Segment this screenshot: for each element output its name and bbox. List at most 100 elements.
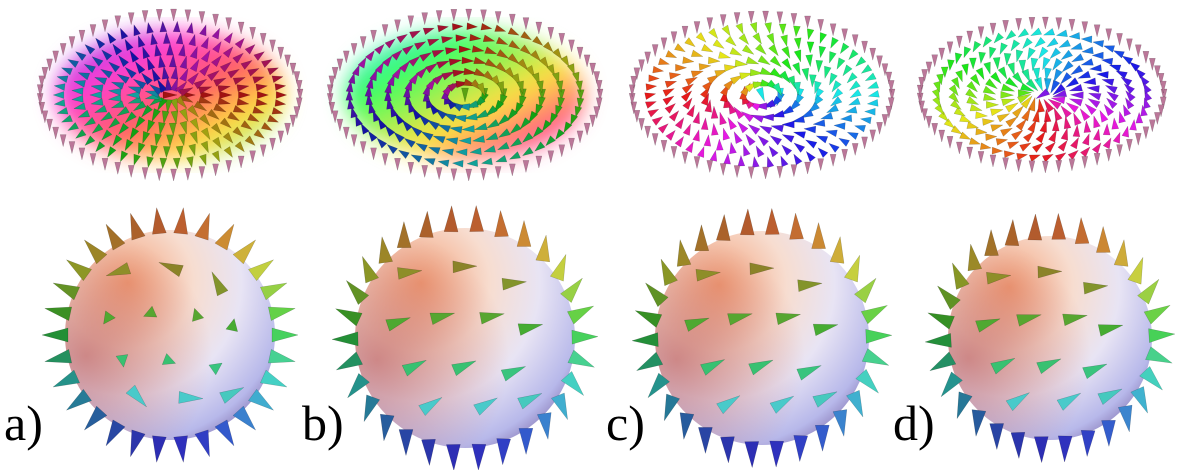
arrow: [95, 141, 106, 153]
arrow: [668, 72, 682, 80]
arrow: [721, 24, 731, 37]
arrow: [146, 119, 156, 134]
arrow: [680, 90, 693, 103]
arrow: [154, 133, 162, 147]
arrow: [644, 101, 658, 109]
arrow: [1159, 96, 1167, 109]
arrow: [419, 52, 433, 62]
arrow: [103, 310, 116, 325]
arrow: [473, 397, 498, 416]
arrow: [101, 129, 113, 141]
arrow: [522, 17, 530, 30]
arrow: [977, 151, 985, 164]
arrow: [132, 100, 147, 112]
arrow: [1121, 125, 1130, 138]
arrow: [595, 97, 603, 110]
arrow: [155, 168, 163, 181]
arrow: [455, 148, 468, 157]
arrow: [644, 92, 657, 100]
arrow: [1083, 281, 1108, 295]
arrow: [532, 35, 544, 47]
arrow: [211, 150, 221, 163]
arrow: [234, 141, 245, 153]
arrow: [399, 60, 411, 73]
arrow: [692, 110, 700, 125]
arrow: [46, 118, 53, 132]
sphere-shade: [65, 230, 275, 440]
arrow: [519, 117, 531, 130]
arrow: [1112, 50, 1125, 59]
arrow: [793, 49, 802, 63]
arrow: [469, 147, 482, 155]
arrow: [129, 127, 140, 141]
arrow: [652, 65, 665, 74]
arrow: [127, 165, 135, 178]
arrow: [861, 40, 868, 54]
arrow: [844, 106, 858, 114]
arrow: [516, 219, 532, 247]
arrow: [435, 167, 443, 180]
arrow: [1027, 213, 1043, 241]
arrow: [384, 88, 392, 102]
arrow: [232, 405, 257, 431]
arrow: [99, 111, 113, 122]
arrow: [479, 312, 505, 325]
arrow: [494, 166, 502, 179]
arrow: [547, 150, 555, 163]
arrow: [1033, 436, 1049, 464]
arrow: [124, 138, 134, 152]
arrow: [670, 31, 678, 44]
arrow: [169, 76, 179, 92]
arrow: [362, 255, 380, 284]
arrow: [1117, 404, 1133, 433]
arrow: [89, 153, 97, 166]
arrow: [928, 351, 957, 372]
arrow: [695, 268, 721, 282]
arrow: [93, 104, 108, 113]
arrow: [535, 234, 551, 263]
arrow: [284, 122, 291, 136]
arrow: [36, 84, 44, 97]
arrow: [172, 157, 181, 170]
arrow: [418, 397, 443, 416]
arrow: [790, 13, 798, 26]
arrow: [539, 56, 549, 69]
arrow: [535, 21, 543, 35]
arrow: [938, 47, 946, 61]
arrow: [1105, 28, 1113, 41]
arrow: [466, 159, 479, 167]
arrow: [803, 125, 817, 134]
arrow: [259, 369, 288, 388]
arrow: [431, 49, 445, 58]
panel-label: c): [606, 395, 645, 451]
arrow: [824, 65, 832, 80]
arrow: [1001, 83, 1016, 92]
arrow: [496, 49, 510, 59]
arrow: [429, 312, 455, 326]
arrow: [769, 135, 783, 146]
arrow: [849, 88, 862, 99]
arrow: [99, 68, 113, 79]
arrow: [1017, 93, 1032, 104]
arrow: [154, 43, 162, 57]
arrow: [1042, 16, 1049, 30]
arrow: [644, 282, 669, 308]
arrow: [685, 141, 694, 154]
arrow: [336, 118, 344, 132]
arrow: [132, 78, 147, 90]
arrow: [536, 412, 552, 441]
arrow: [178, 43, 186, 57]
arrow: [501, 277, 527, 291]
arrow: [762, 10, 769, 24]
arrow: [722, 127, 731, 141]
arrow: [342, 126, 350, 140]
arrow: [225, 17, 233, 30]
arrow: [193, 78, 208, 90]
arrow: [693, 156, 701, 169]
arrow: [148, 94, 163, 107]
arrow: [674, 43, 687, 53]
arrow: [706, 74, 721, 85]
arrow: [259, 32, 267, 46]
arrow: [719, 163, 727, 176]
arrow: [517, 393, 543, 410]
